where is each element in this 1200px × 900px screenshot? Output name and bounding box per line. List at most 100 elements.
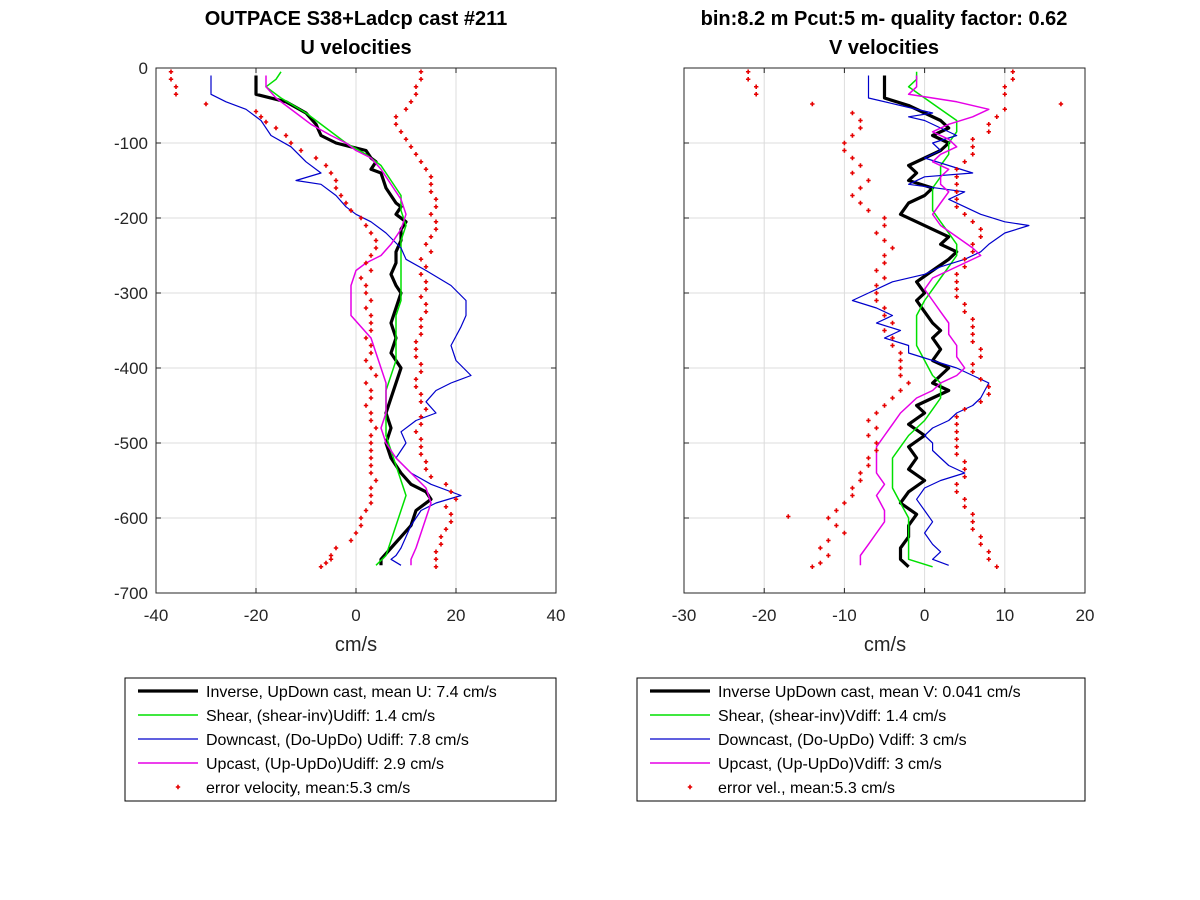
error-velocity-marker (962, 504, 967, 509)
error-velocity-marker (970, 152, 975, 157)
error-velocity-marker (970, 137, 975, 142)
error-velocity-marker (954, 422, 959, 427)
error-velocity-marker (413, 347, 419, 352)
u-panel-subtitle: U velocities (300, 37, 411, 59)
error-velocity-marker (263, 119, 269, 125)
error-velocity-marker (954, 272, 959, 277)
x-tick-label: 10 (995, 606, 1014, 625)
error-velocity-marker (890, 335, 895, 341)
error-velocity-marker (333, 545, 339, 551)
error-velocity-marker (890, 320, 895, 326)
error-velocity-marker (866, 418, 871, 423)
error-velocity-marker (418, 77, 424, 82)
error-velocity-marker (363, 283, 369, 288)
error-velocity-marker (443, 482, 449, 487)
error-velocity-marker (874, 448, 879, 453)
error-velocity-marker (970, 339, 975, 344)
error-velocity-marker (882, 223, 887, 228)
error-velocity-marker (818, 545, 823, 551)
error-velocity-marker (373, 238, 379, 243)
error-velocity-markers (745, 69, 1064, 569)
error-velocity-marker (323, 163, 329, 168)
error-velocity-marker (408, 144, 414, 149)
error-velocity-marker (373, 245, 379, 251)
error-velocity-marker (850, 493, 855, 498)
error-velocity-marker (810, 564, 815, 569)
error-velocity-marker (962, 302, 967, 307)
error-velocity-marker (858, 478, 863, 483)
error-velocity-marker (363, 335, 369, 341)
error-velocity-marker (273, 125, 279, 131)
error-velocity-marker (173, 92, 179, 97)
error-velocity-marker (368, 320, 374, 326)
error-velocity-marker (408, 99, 414, 104)
error-velocity-marker (753, 84, 759, 89)
error-velocity-marker (954, 414, 959, 419)
series-line-3 (265, 75, 432, 566)
error-velocity-marker (253, 109, 259, 114)
error-velocity-marker (842, 530, 847, 536)
series-line-2 (210, 75, 472, 566)
error-velocity-marker (962, 159, 967, 164)
v-legend: Inverse UpDown cast, mean V: 0.041 cm/s S… (636, 677, 1086, 802)
error-velocity-marker (418, 437, 424, 442)
error-velocity-marker (970, 527, 975, 532)
error-velocity-marker (882, 275, 887, 281)
error-velocity-marker (834, 523, 839, 528)
error-velocity-marker (970, 369, 975, 374)
x-tick-label: -20 (244, 606, 269, 625)
error-velocity-marker (1010, 77, 1016, 82)
error-velocity-marker (338, 193, 344, 198)
error-velocity-marker (970, 242, 975, 247)
error-velocity-marker (423, 309, 429, 314)
error-velocity-marker (1002, 84, 1007, 89)
legend-label-3: Upcast, (Up-UpDo)Vdiff: 3 cm/s (718, 756, 942, 773)
error-velocity-marker (368, 268, 374, 273)
error-velocity-marker (1002, 107, 1007, 112)
error-velocity-marker (368, 470, 374, 476)
error-velocity-marker (850, 155, 855, 161)
error-velocity-marker (866, 178, 871, 183)
legend-marker-4 (687, 784, 693, 790)
error-velocity-marker (258, 114, 264, 119)
error-velocity-marker (418, 332, 424, 337)
error-velocity-marker (168, 69, 174, 74)
error-velocity-marker (882, 215, 887, 221)
error-velocity-marker (954, 429, 959, 434)
x-tick-label: 40 (547, 606, 566, 625)
error-velocity-marker (328, 170, 334, 176)
error-velocity-marker (954, 204, 959, 209)
error-velocity-marker (978, 354, 983, 359)
error-velocity-marker (962, 212, 967, 217)
y-tick-label: -700 (114, 584, 148, 603)
u-plot-area (168, 69, 472, 569)
error-velocity-marker (403, 137, 409, 142)
error-velocity-marker (994, 564, 999, 569)
error-velocity-marker (323, 560, 329, 566)
error-velocity-marker (978, 534, 983, 539)
x-tick-label: 20 (447, 606, 466, 625)
error-velocity-marker (954, 294, 959, 299)
error-velocity-marker (413, 377, 419, 382)
y-tick-label: -200 (114, 209, 148, 228)
error-velocity-marker (168, 77, 174, 82)
error-velocity-marker (393, 114, 399, 119)
error-velocity-marker (368, 410, 374, 416)
legend-marker-4 (175, 784, 181, 790)
legend-label-2: Downcast, (Do-UpDo) Vdiff: 3 cm/s (718, 732, 967, 749)
error-velocity-marker (423, 467, 429, 472)
x-tick-label: -20 (752, 606, 777, 625)
error-velocity-marker (898, 358, 903, 363)
error-velocity-marker (970, 332, 975, 337)
error-velocity-marker (890, 343, 895, 348)
x-tick-label: 0 (920, 606, 929, 625)
error-velocity-marker (318, 564, 324, 569)
error-velocity-marker (358, 523, 364, 528)
error-velocity-marker (368, 418, 374, 423)
error-velocity-marker (882, 238, 887, 243)
error-velocity-marker (954, 167, 959, 172)
error-velocity-marker (874, 268, 879, 273)
error-velocity-marker (970, 324, 975, 329)
error-velocity-marker (413, 384, 419, 389)
error-velocity-marker (986, 549, 991, 554)
